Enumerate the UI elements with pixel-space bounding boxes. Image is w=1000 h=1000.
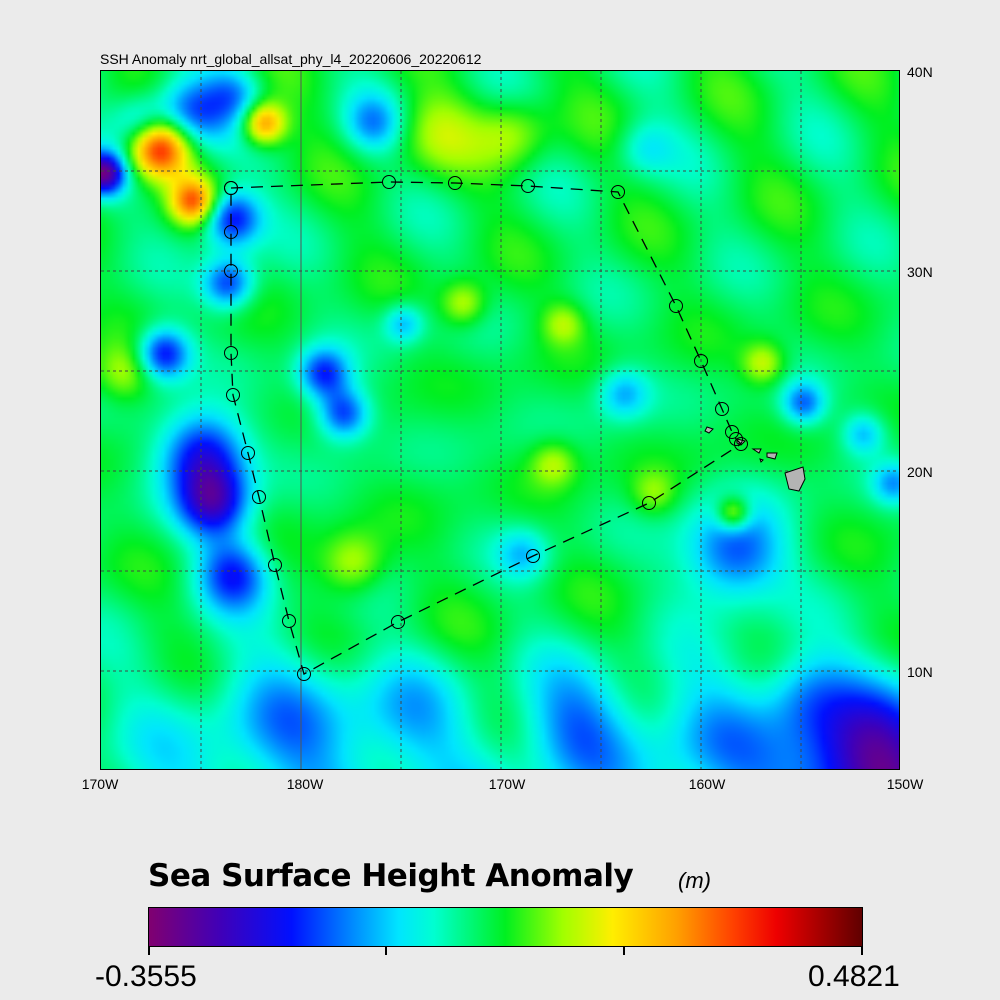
- colorbar-tick: [148, 947, 150, 955]
- track-waypoint: [224, 181, 238, 195]
- lon-label: 160W: [688, 776, 726, 792]
- track-waypoint: [725, 425, 739, 439]
- track-waypoint: [382, 175, 396, 189]
- lat-label: 30N: [907, 264, 933, 280]
- track-waypoint: [669, 299, 683, 313]
- track-waypoint: [448, 176, 462, 190]
- colorbar-min-label: -0.3555: [95, 960, 197, 993]
- colorbar-title: Sea Surface Height Anomaly: [148, 858, 634, 894]
- island: [784, 466, 806, 492]
- track-waypoint: [268, 558, 282, 572]
- track-waypoint: [224, 264, 238, 278]
- lon-label: 180W: [286, 776, 324, 792]
- colorbar: [148, 907, 863, 947]
- colorbar-tick: [623, 947, 625, 955]
- track-waypoint: [734, 437, 748, 451]
- lat-label: 40N: [907, 64, 933, 80]
- colorbar-max-label: 0.4821: [808, 960, 900, 993]
- map-title: SSH Anomaly nrt_global_allsat_phy_l4_202…: [100, 51, 482, 67]
- track-waypoint: [521, 179, 535, 193]
- track-waypoint: [241, 446, 255, 460]
- track-waypoint: [611, 185, 625, 199]
- track-waypoint: [391, 615, 405, 629]
- island: [704, 426, 714, 434]
- colorbar-unit: (m): [678, 868, 711, 893]
- track-waypoint: [526, 549, 540, 563]
- track-waypoint: [226, 388, 240, 402]
- island: [751, 448, 762, 454]
- track-waypoint: [715, 402, 729, 416]
- track-waypoint: [694, 354, 708, 368]
- track-waypoint: [642, 496, 656, 510]
- map-overlay: [101, 71, 899, 769]
- island: [766, 452, 778, 460]
- track-waypoint: [729, 432, 743, 446]
- track-waypoint: [224, 346, 238, 360]
- lon-label: 170W: [81, 776, 119, 792]
- track-waypoint: [282, 614, 296, 628]
- colorbar-tick: [385, 947, 387, 955]
- track-waypoint: [297, 667, 311, 681]
- island: [759, 458, 764, 463]
- track-waypoint: [224, 225, 238, 239]
- lat-label: 10N: [907, 664, 933, 680]
- lon-label: 170W: [488, 776, 526, 792]
- colorbar-tick: [861, 947, 863, 955]
- lon-label: 150W: [886, 776, 924, 792]
- track-waypoint: [252, 490, 266, 504]
- ssh-map: [100, 70, 900, 770]
- lat-label: 20N: [907, 464, 933, 480]
- track-line: [230, 181, 743, 675]
